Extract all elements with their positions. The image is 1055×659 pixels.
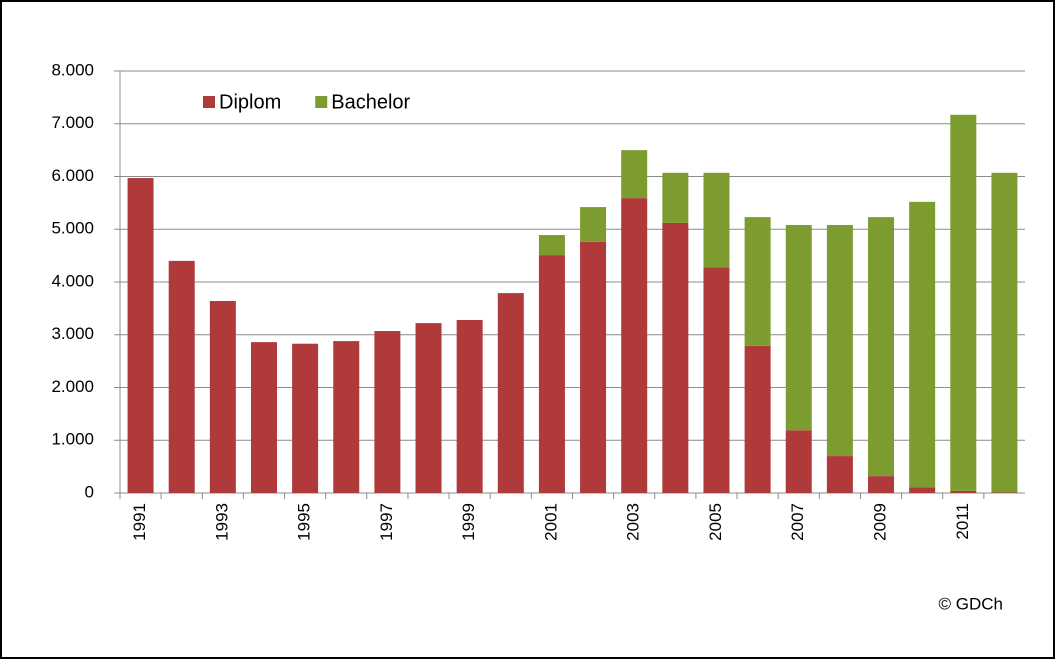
bar-segment (868, 217, 895, 477)
bar-segment (538, 255, 565, 493)
bar-segment (909, 487, 936, 493)
x-tick-label: 2003 (624, 503, 643, 541)
legend-label: Diplom (219, 91, 281, 113)
bar-segment (826, 225, 853, 457)
bar-segment (538, 235, 565, 256)
bar-segment (662, 172, 689, 223)
y-tick-label: 1.000 (51, 430, 94, 449)
y-tick-label: 7.000 (51, 113, 94, 132)
bar-segment (703, 267, 730, 493)
x-tick-label: 2009 (871, 503, 890, 541)
x-tick-label: 1995 (295, 503, 314, 541)
x-tick-label: 1991 (130, 503, 149, 541)
bar-segment (950, 490, 977, 493)
bar-segment (456, 319, 483, 493)
y-tick-label: 5.000 (51, 219, 94, 238)
bar-segment (250, 342, 277, 493)
legend-label: Bachelor (331, 91, 410, 113)
bar-segment (209, 300, 236, 493)
bar-segment (292, 343, 319, 493)
y-tick-label: 0 (85, 482, 94, 501)
bar-segment (950, 114, 977, 491)
bar-segment (168, 260, 195, 493)
x-tick-label: 2011 (953, 503, 972, 540)
y-tick-label: 4.000 (51, 271, 94, 290)
bar-segment (826, 456, 853, 493)
bar-segment (744, 345, 771, 493)
bar-segment (909, 201, 936, 488)
x-tick-label: 2007 (788, 503, 807, 541)
bar-segment (785, 225, 812, 431)
x-tick-label: 1997 (377, 503, 396, 541)
bar-segment (621, 150, 648, 199)
bar-segment (703, 172, 730, 268)
bar-segment (127, 178, 154, 493)
x-tick-label: 2001 (541, 503, 560, 541)
y-tick-label: 6.000 (51, 166, 94, 185)
x-tick-label: 1999 (459, 503, 478, 541)
bar-segment (662, 222, 689, 494)
bar-segment (580, 207, 607, 242)
y-tick-label: 8.000 (51, 60, 94, 79)
legend-swatch (315, 96, 328, 108)
bar-segment (991, 492, 1018, 493)
y-tick-label: 2.000 (51, 377, 94, 396)
x-tick-label: 2005 (706, 503, 725, 541)
bar-segment (991, 172, 1018, 493)
bar-segment (744, 217, 771, 346)
x-tick-label: 1993 (212, 503, 231, 541)
bar-segment (374, 331, 401, 493)
bar-segment (785, 430, 812, 493)
bar-segment (580, 241, 607, 493)
bar-segment (868, 476, 895, 493)
bar-segment (415, 323, 442, 493)
y-tick-label: 3.000 (51, 324, 94, 343)
copyright: © GDCh (939, 594, 1003, 613)
bar-segment (497, 293, 524, 493)
bar-segment (621, 198, 648, 493)
bar-segment (333, 341, 360, 493)
legend-swatch (203, 96, 215, 108)
